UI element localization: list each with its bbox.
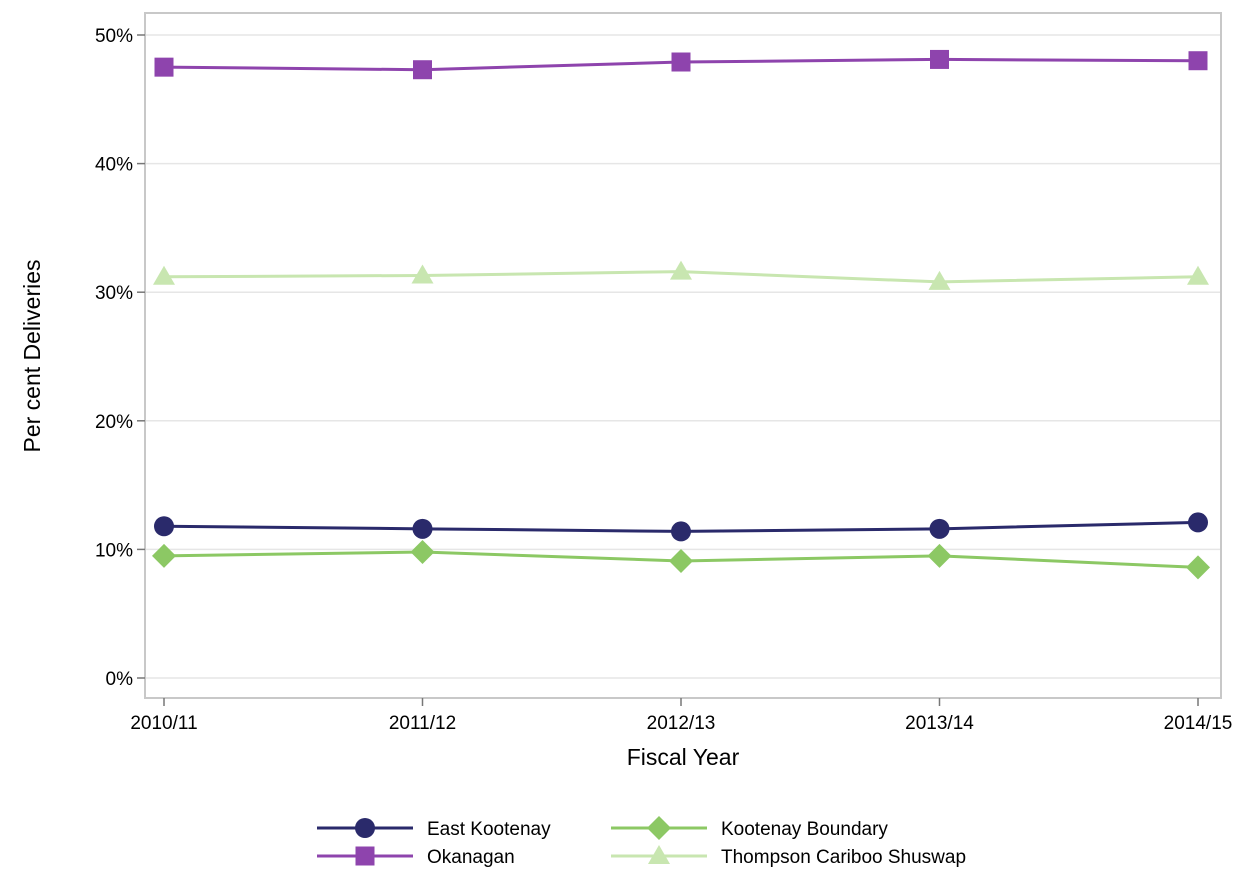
legend-item: Kootenay Boundary xyxy=(611,816,888,840)
legend-marker xyxy=(355,818,375,838)
x-tick-label: 2014/15 xyxy=(1164,713,1233,734)
y-tick-label: 10% xyxy=(95,540,133,561)
legend-item: Okanagan xyxy=(317,846,515,868)
y-axis-title: Per cent Deliveries xyxy=(19,259,45,452)
data-point xyxy=(412,518,433,539)
data-point xyxy=(669,548,693,573)
x-tick-label: 2012/13 xyxy=(647,713,716,734)
y-axis-ticks: 0% 10% 20% 30% 40% 50% xyxy=(95,26,145,690)
data-point xyxy=(154,516,174,537)
data-point xyxy=(927,543,952,568)
legend-marker xyxy=(647,816,671,840)
data-point xyxy=(671,521,691,542)
plot-frame xyxy=(144,12,1222,699)
y-tick-label: 40% xyxy=(95,155,133,176)
data-point xyxy=(411,264,434,284)
legend: East Kootenay Okanagan Kootenay Boundary Th… xyxy=(317,816,966,868)
data-point xyxy=(671,52,691,72)
data-point xyxy=(1188,51,1208,71)
x-tick-label: 2010/11 xyxy=(130,713,197,734)
data-point xyxy=(152,543,176,568)
data-point xyxy=(1187,265,1209,285)
legend-label: Thompson Cariboo Shuswap xyxy=(721,847,966,868)
data-point xyxy=(1186,555,1210,580)
data-point xyxy=(413,60,432,80)
data-point xyxy=(929,518,950,539)
data-point xyxy=(928,270,951,290)
legend-label: Kootenay Boundary xyxy=(721,819,888,840)
y-tick-label: 50% xyxy=(95,26,133,47)
data-point xyxy=(1188,512,1208,533)
data-point xyxy=(410,539,435,564)
series-lines xyxy=(163,57,1199,569)
legend-marker xyxy=(648,845,670,864)
y-tick-label: 30% xyxy=(95,283,133,304)
legend-label: East Kootenay xyxy=(427,819,551,840)
x-axis-ticks: 2010/11 2011/12 2012/13 2013/14 2014/15 xyxy=(130,698,1232,734)
x-tick-label: 2013/14 xyxy=(905,713,974,734)
legend-item: East Kootenay xyxy=(317,818,551,840)
y-tick-label: 20% xyxy=(95,412,133,433)
data-point xyxy=(154,57,174,77)
y-tick-label: 0% xyxy=(106,669,134,690)
legend-item: Thompson Cariboo Shuswap xyxy=(611,845,966,868)
series-markers xyxy=(152,49,1210,580)
x-tick-label: 2011/12 xyxy=(389,713,456,734)
gridlines xyxy=(145,34,1221,679)
data-point xyxy=(153,265,175,285)
data-point xyxy=(670,260,692,280)
x-axis-title: Fiscal Year xyxy=(627,744,740,770)
legend-label: Okanagan xyxy=(427,847,515,868)
data-point xyxy=(930,49,949,69)
legend-marker xyxy=(355,846,375,866)
